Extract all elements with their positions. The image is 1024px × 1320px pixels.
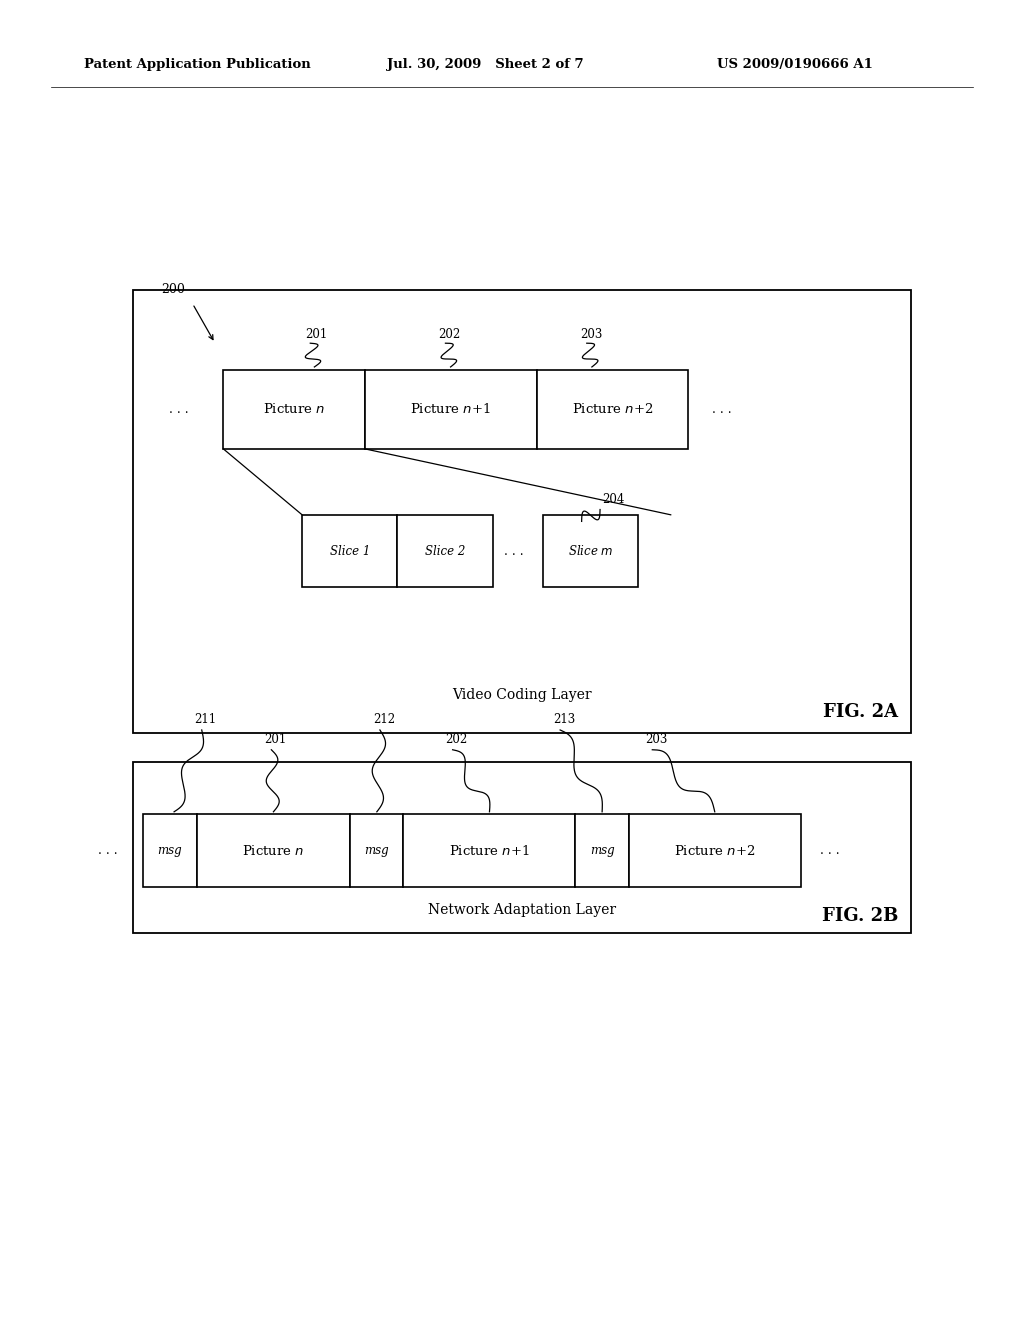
Text: 202: 202 [445, 733, 468, 746]
FancyBboxPatch shape [365, 370, 537, 449]
FancyBboxPatch shape [575, 814, 629, 887]
Text: FIG. 2A: FIG. 2A [822, 702, 898, 721]
FancyBboxPatch shape [537, 370, 688, 449]
Text: Patent Application Publication: Patent Application Publication [84, 58, 310, 71]
FancyBboxPatch shape [403, 814, 575, 887]
Text: 201: 201 [305, 327, 328, 341]
Text: US 2009/0190666 A1: US 2009/0190666 A1 [717, 58, 872, 71]
Text: Network Adaptation Layer: Network Adaptation Layer [428, 903, 616, 917]
Text: . . .: . . . [97, 845, 118, 857]
Text: 200: 200 [161, 282, 184, 296]
FancyBboxPatch shape [397, 515, 493, 587]
Text: msg: msg [365, 845, 389, 857]
Text: Picture $n$+2: Picture $n$+2 [674, 843, 756, 858]
Text: Slice 1: Slice 1 [330, 545, 370, 557]
Text: Picture $n$+2: Picture $n$+2 [571, 403, 653, 416]
Text: 204: 204 [602, 492, 625, 506]
Text: 211: 211 [195, 713, 217, 726]
Text: 203: 203 [645, 733, 668, 746]
Text: FIG. 2B: FIG. 2B [822, 907, 898, 925]
FancyBboxPatch shape [629, 814, 801, 887]
FancyBboxPatch shape [350, 814, 403, 887]
Text: . . .: . . . [819, 845, 840, 857]
Text: msg: msg [590, 845, 614, 857]
Text: Picture $n$: Picture $n$ [263, 403, 325, 416]
Text: 212: 212 [373, 713, 395, 726]
FancyBboxPatch shape [302, 515, 397, 587]
FancyBboxPatch shape [197, 814, 350, 887]
Text: 202: 202 [438, 327, 461, 341]
Text: . . .: . . . [504, 545, 524, 557]
Text: 201: 201 [264, 733, 287, 746]
Text: Video Coding Layer: Video Coding Layer [453, 688, 592, 702]
Text: . . .: . . . [712, 403, 732, 416]
FancyBboxPatch shape [133, 762, 911, 933]
Text: Jul. 30, 2009   Sheet 2 of 7: Jul. 30, 2009 Sheet 2 of 7 [387, 58, 584, 71]
FancyBboxPatch shape [143, 814, 197, 887]
Text: msg: msg [158, 845, 182, 857]
Text: 213: 213 [553, 713, 575, 726]
FancyBboxPatch shape [223, 370, 365, 449]
FancyBboxPatch shape [133, 290, 911, 733]
Text: Slice 2: Slice 2 [425, 545, 465, 557]
Text: . . .: . . . [169, 403, 189, 416]
Text: Picture $n$: Picture $n$ [243, 843, 304, 858]
FancyBboxPatch shape [543, 515, 638, 587]
Text: Picture $n$+1: Picture $n$+1 [411, 403, 490, 416]
Text: Picture $n$+1: Picture $n$+1 [450, 843, 529, 858]
Text: 203: 203 [581, 327, 603, 341]
Text: Slice $m$: Slice $m$ [567, 544, 613, 558]
